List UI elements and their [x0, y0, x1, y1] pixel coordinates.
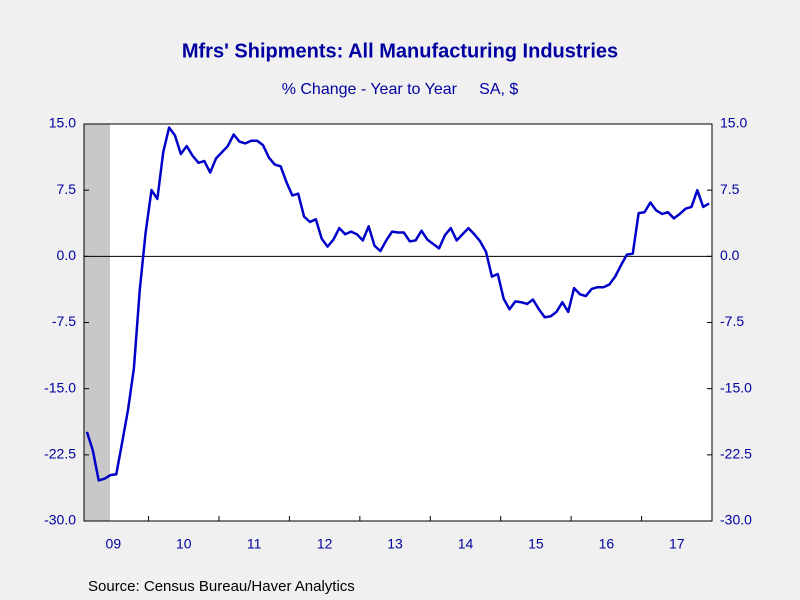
plot-area	[84, 124, 712, 521]
plot-border	[83, 123, 713, 522]
x-tick-label: 17	[669, 536, 685, 552]
chart-subtitle: % Change - Year to Year SA, $	[282, 81, 519, 98]
y2-tick-label: -15.0	[720, 379, 752, 395]
x-tick-label: 12	[317, 536, 333, 552]
y-tick-label: 15.0	[49, 115, 76, 131]
y2-tick-label: 15.0	[720, 115, 747, 131]
y2-tick-label: 7.5	[720, 181, 740, 197]
y2-tick-label: -7.5	[720, 313, 744, 329]
x-tick-label: 14	[458, 536, 474, 552]
y2-tick-label: -22.5	[720, 446, 752, 462]
y-tick-label: 7.5	[57, 181, 77, 197]
y2-tick-label: 0.0	[720, 247, 740, 263]
y-tick-label: -30.0	[44, 512, 76, 528]
x-tick-label: 09	[106, 536, 122, 552]
x-tick-label: 15	[528, 536, 544, 552]
source-note: Source: Census Bureau/Haver Analytics	[88, 578, 355, 595]
y-tick-label: -15.0	[44, 379, 76, 395]
y2-tick-label: -30.0	[720, 512, 752, 528]
data-line	[85, 126, 710, 482]
x-tick-label: 16	[599, 536, 615, 552]
x-tick-label: 11	[247, 536, 262, 552]
y-tick-label: -7.5	[52, 313, 76, 329]
y-tick-label: 0.0	[57, 247, 77, 263]
y-tick-label: -22.5	[44, 446, 76, 462]
chart-title: Mfrs' Shipments: All Manufacturing Indus…	[182, 40, 618, 62]
x-tick-label: 13	[387, 536, 403, 552]
x-tick-label: 10	[176, 536, 192, 552]
